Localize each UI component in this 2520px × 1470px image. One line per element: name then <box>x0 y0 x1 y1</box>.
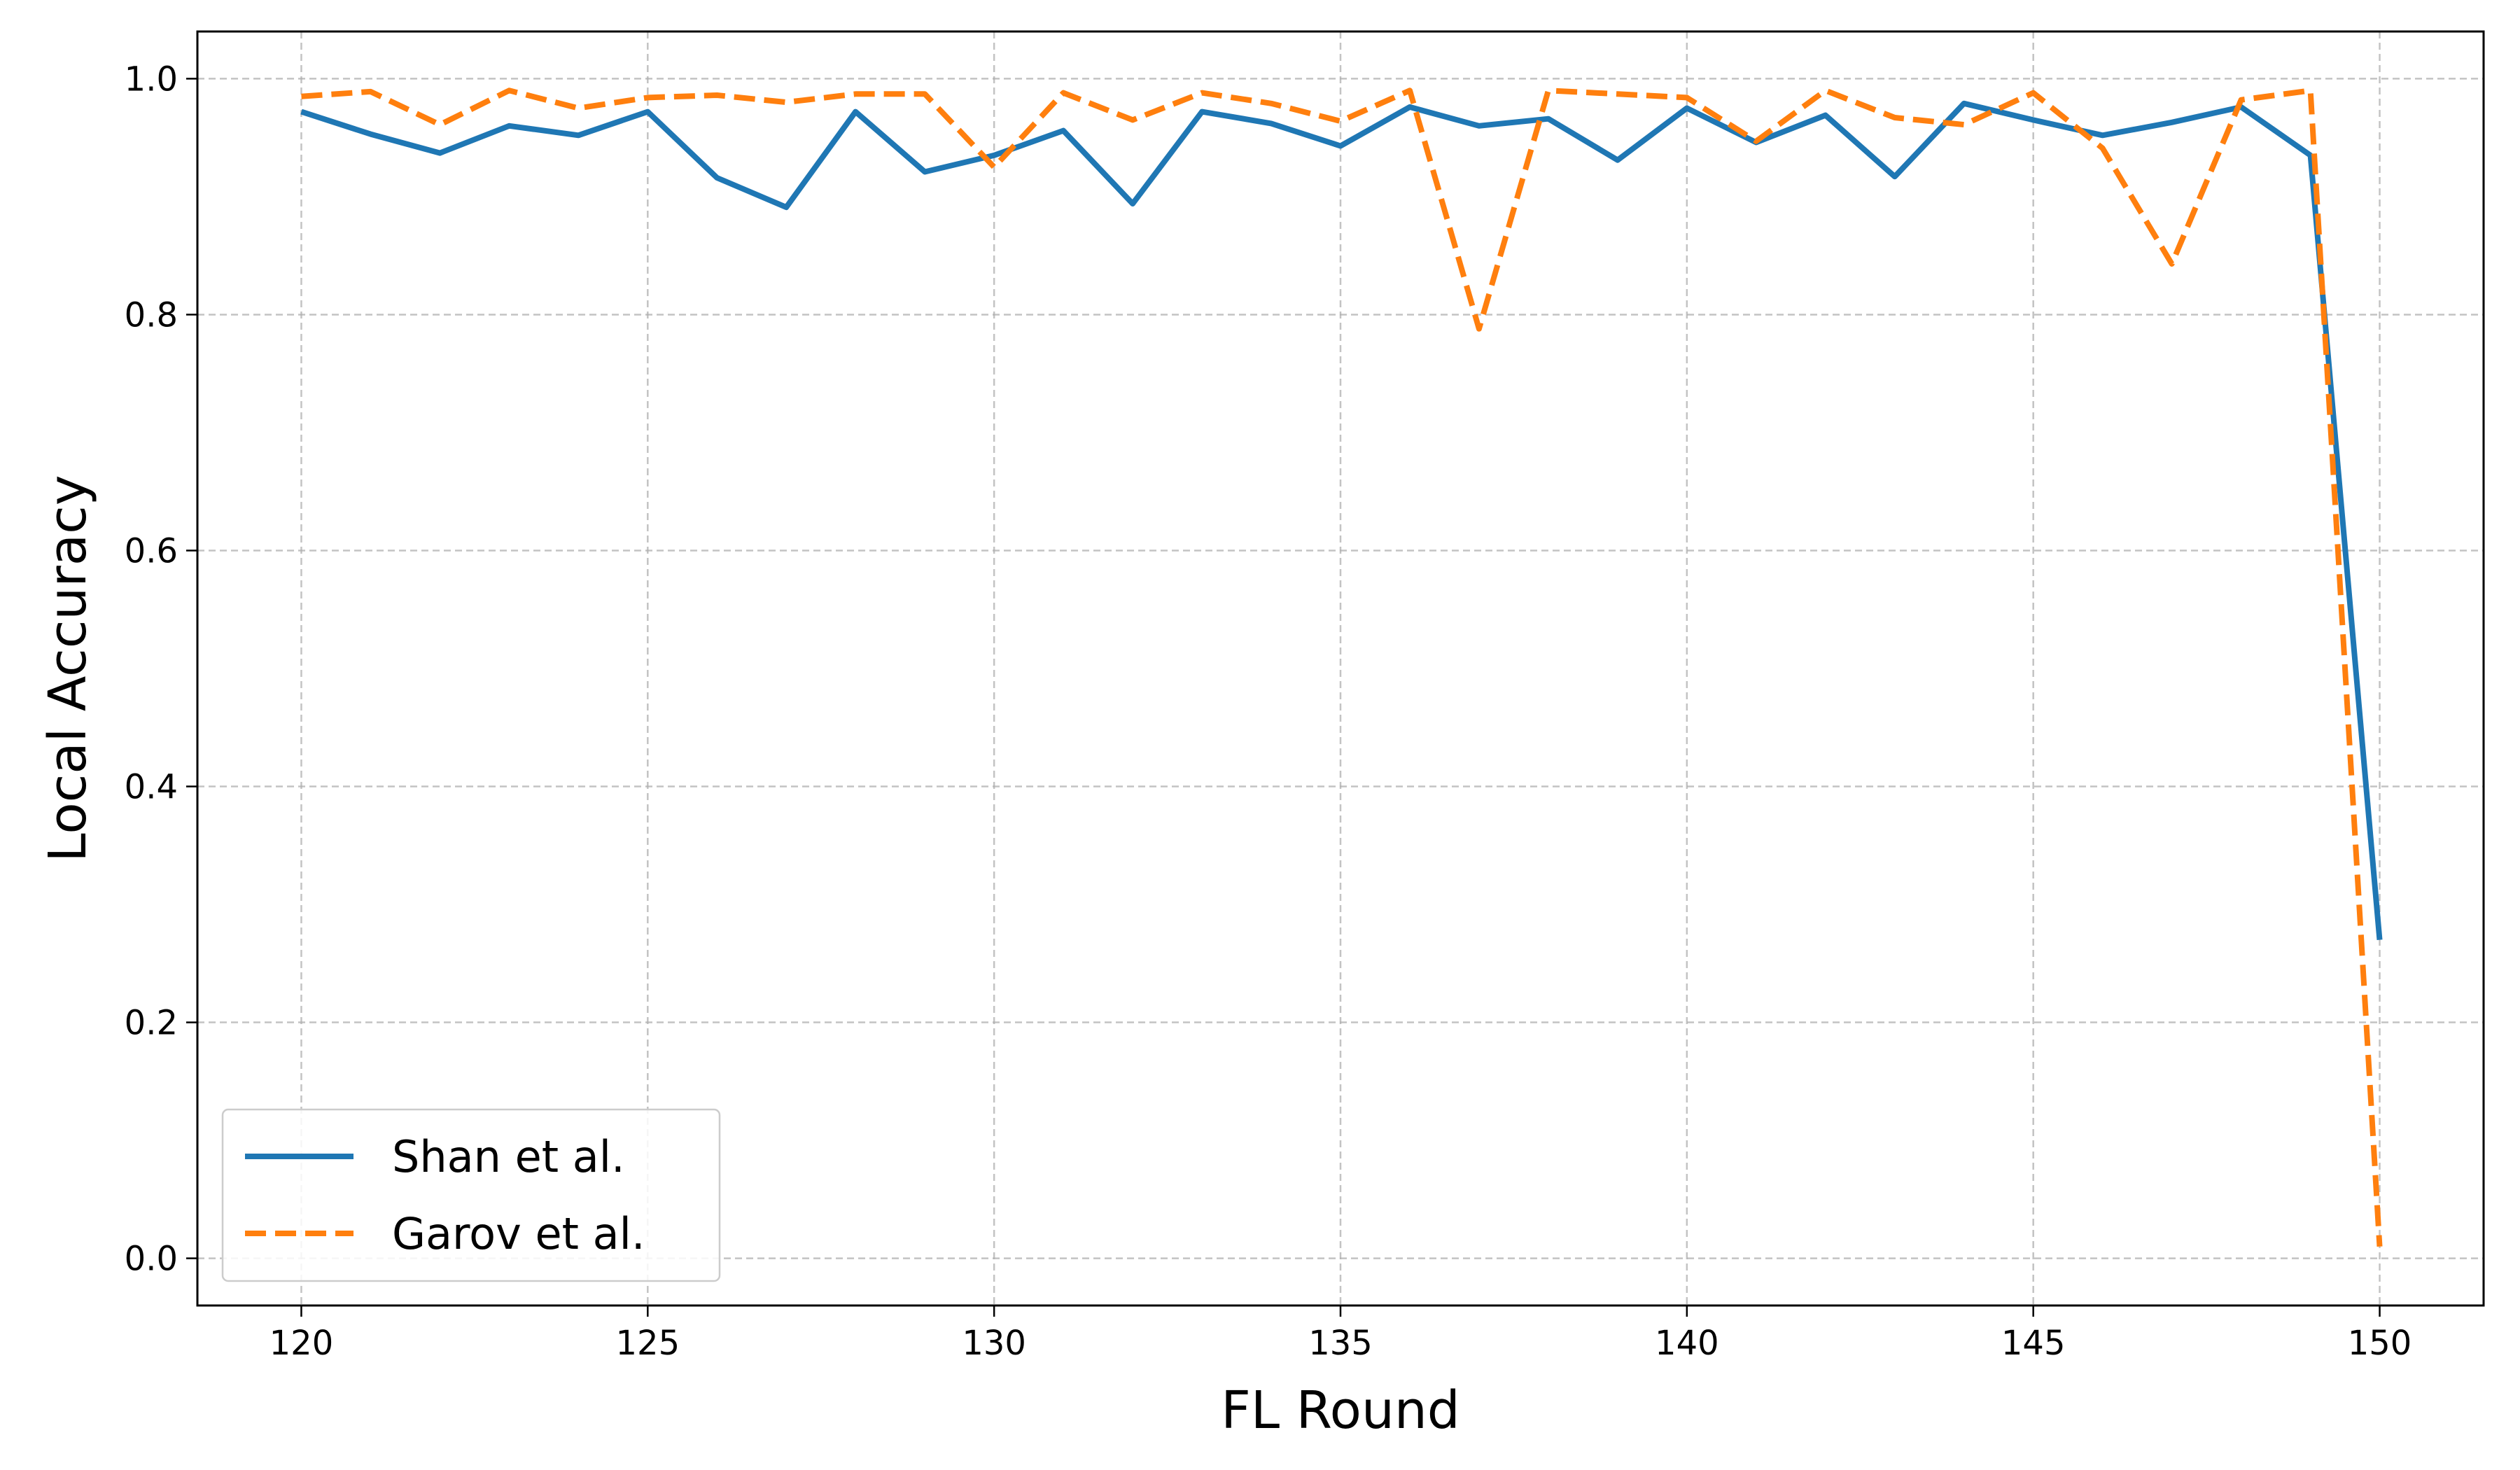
x-tick-label-130: 130 <box>962 1324 1026 1363</box>
y-tick-label-1: 0.2 <box>125 1004 178 1043</box>
x-tick-label-135: 135 <box>1308 1324 1373 1363</box>
legend-box <box>221 1108 721 1282</box>
x-tick-label-145: 145 <box>2001 1324 2066 1363</box>
legend: Shan et al. Garov et al. <box>221 1108 721 1282</box>
y-axis-title: Local Accuracy <box>38 475 98 862</box>
series-line-garov <box>301 88 2383 1247</box>
grid <box>197 31 2484 1306</box>
legend-label-shan: Shan et al. <box>392 1131 625 1182</box>
x-axis-ticks: 120 125 130 135 140 145 150 <box>270 1306 2412 1363</box>
x-tick-label-125: 125 <box>615 1324 680 1363</box>
x-axis-title: FL Round <box>1221 1380 1460 1441</box>
y-tick-label-2: 0.4 <box>125 768 178 807</box>
x-tick-label-120: 120 <box>270 1324 334 1363</box>
legend-label-garov: Garov et al. <box>392 1208 645 1259</box>
x-tick-label-140: 140 <box>1655 1324 1719 1363</box>
x-tick-label-150: 150 <box>2348 1324 2412 1363</box>
y-tick-label-5: 1.0 <box>125 59 178 99</box>
series-line-shan <box>300 100 2383 940</box>
y-axis-ticks: 0.0 0.2 0.4 0.6 0.8 1.0 <box>125 59 197 1279</box>
y-tick-label-3: 0.6 <box>125 531 178 570</box>
y-tick-label-4: 0.8 <box>125 295 178 335</box>
series-lines <box>300 88 2383 1247</box>
y-tick-label-0: 0.0 <box>125 1240 178 1279</box>
